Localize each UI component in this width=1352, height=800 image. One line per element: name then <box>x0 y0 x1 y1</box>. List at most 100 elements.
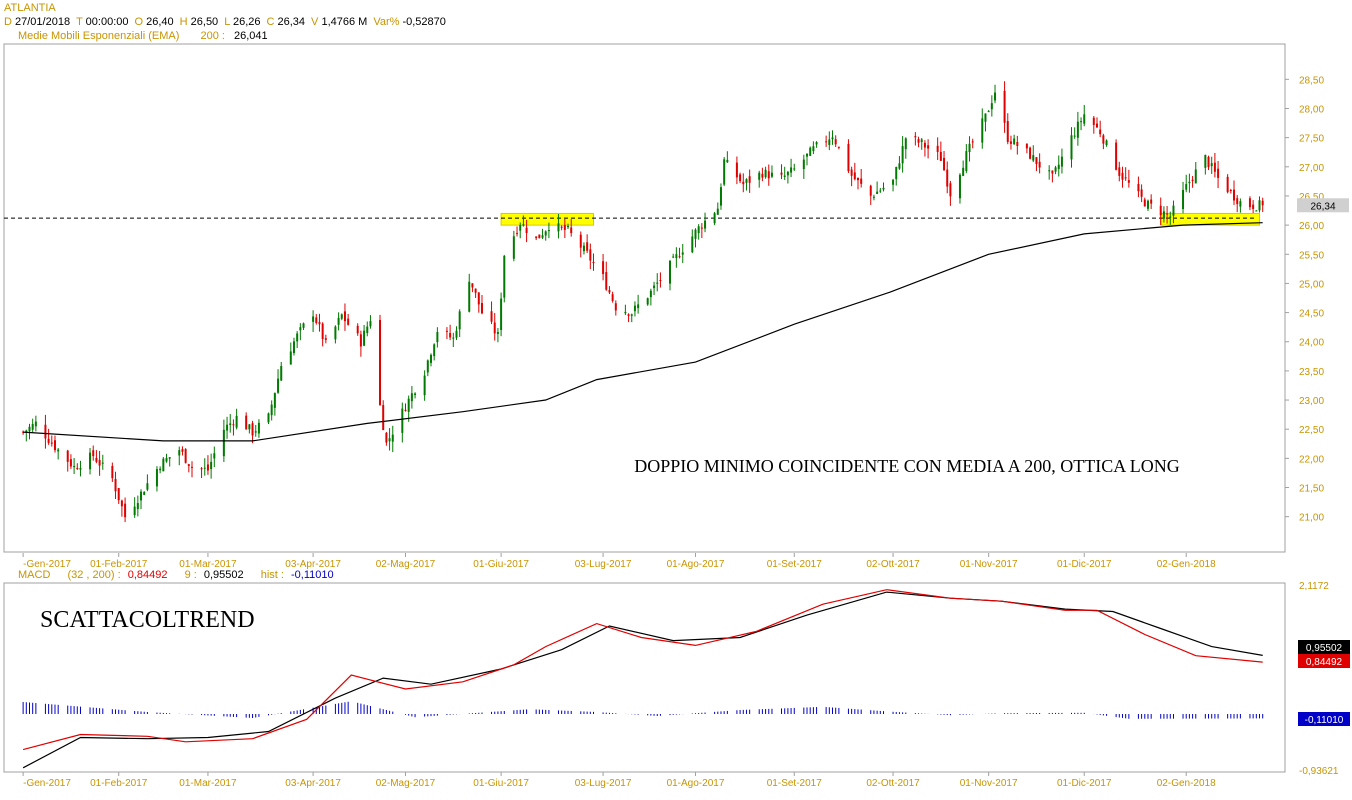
candle-body <box>117 488 120 501</box>
candle-body <box>1140 189 1143 197</box>
candle-body <box>321 323 324 339</box>
candle-body <box>1191 179 1194 182</box>
candle-body <box>1099 129 1102 135</box>
candle-body <box>806 153 809 157</box>
candle-body <box>914 136 917 138</box>
candle-body <box>742 181 745 185</box>
candle-body <box>277 378 280 393</box>
candle-body <box>939 151 942 161</box>
candle-body <box>493 322 496 334</box>
candle-body <box>213 453 216 459</box>
candle-body <box>592 261 595 263</box>
ohlc-readout: D 27/01/2018 T 00:00:00 O 26,40 H 26,50 L 26… <box>4 16 446 28</box>
candle-body <box>716 208 719 215</box>
candle-body <box>1057 164 1060 170</box>
macd-x-label: 02-Ott-2017 <box>866 778 920 789</box>
candle-body <box>1169 216 1172 218</box>
candle-body <box>53 440 56 451</box>
candle-body <box>162 458 165 472</box>
candle-body <box>672 256 675 258</box>
price-tick-label: 22,50 <box>1299 425 1324 436</box>
candle-body <box>589 249 592 261</box>
candle-body <box>694 229 697 239</box>
candle-body <box>324 338 327 340</box>
macd-x-label: 01-Giu-2017 <box>473 778 529 789</box>
hist-value: -0,11010 <box>291 569 334 581</box>
candle-body <box>876 191 879 194</box>
candle-body <box>815 142 818 145</box>
candle-body <box>66 450 69 462</box>
candle-body <box>95 457 98 462</box>
candle-body <box>210 461 213 470</box>
candle-body <box>602 261 605 275</box>
candle-body <box>958 174 961 199</box>
candle-body <box>57 449 60 452</box>
candle-body <box>544 231 547 236</box>
candle-body <box>248 424 251 430</box>
candle-body <box>25 430 28 433</box>
candle-body <box>1252 204 1255 209</box>
candle-body <box>971 141 974 143</box>
candle-body <box>990 103 993 110</box>
candle-body <box>168 457 171 459</box>
candle-body <box>761 173 764 178</box>
candle-body <box>79 467 82 470</box>
candle-body <box>1124 177 1127 179</box>
candle-body <box>391 434 394 442</box>
candle-body <box>519 224 522 231</box>
candle-body <box>767 171 770 179</box>
candle-body <box>423 375 426 396</box>
candle-body <box>340 314 343 319</box>
price-tick-label: 28,50 <box>1299 75 1324 86</box>
candle-body <box>50 442 53 444</box>
candle-body <box>73 466 76 468</box>
candle-body <box>388 438 391 442</box>
readout-key: T <box>76 16 83 28</box>
candle-body <box>136 503 139 510</box>
candle-body <box>356 325 359 334</box>
candle-body <box>503 255 506 298</box>
candle-body <box>582 245 585 252</box>
candle-body <box>857 177 859 181</box>
ema-legend: Medie Mobili Esponenziali (EMA) 200 : 26… <box>18 30 268 42</box>
symbol-title: ATLANTIA <box>4 2 56 14</box>
candle-body <box>758 172 761 180</box>
candle-body <box>965 151 968 172</box>
candle-body <box>512 236 515 259</box>
candle-body <box>76 467 79 469</box>
price-x-label: 02-Mag-2017 <box>376 559 436 570</box>
candle-body <box>1105 140 1108 146</box>
candle-body <box>834 139 837 145</box>
macd-x-label: 02-Mag-2017 <box>376 778 436 789</box>
price-tick-label: 26,50 <box>1299 192 1324 203</box>
candle-body <box>579 234 582 248</box>
candle-body <box>1016 141 1019 146</box>
macd-x-label: 01-Feb-2017 <box>90 778 148 789</box>
ema-period: 200 <box>200 30 219 42</box>
candle-body <box>1166 213 1169 215</box>
hist-last-tag <box>1298 712 1350 726</box>
candle-body <box>1229 189 1232 191</box>
candle-body <box>1070 135 1073 160</box>
candle-body <box>445 330 448 332</box>
candle-body <box>292 341 295 354</box>
candle-body <box>522 224 525 226</box>
candle-body <box>770 172 773 177</box>
candle-body <box>407 398 410 412</box>
candle-body <box>790 167 793 173</box>
candle-body <box>1258 200 1261 211</box>
candle-body <box>318 322 321 325</box>
candle-body <box>181 449 184 452</box>
candle-body <box>1102 135 1105 144</box>
candle-body <box>337 317 340 325</box>
price-x-label: 01-Nov-2017 <box>960 559 1018 570</box>
candle-body <box>748 176 751 183</box>
candle-body <box>1092 117 1095 125</box>
candle-body <box>436 332 439 343</box>
candle-body <box>449 332 452 338</box>
candle-body <box>1137 183 1140 192</box>
candle-body <box>31 423 34 430</box>
candle-body <box>114 478 117 492</box>
candle-body <box>496 332 499 334</box>
candle-body <box>44 424 47 439</box>
